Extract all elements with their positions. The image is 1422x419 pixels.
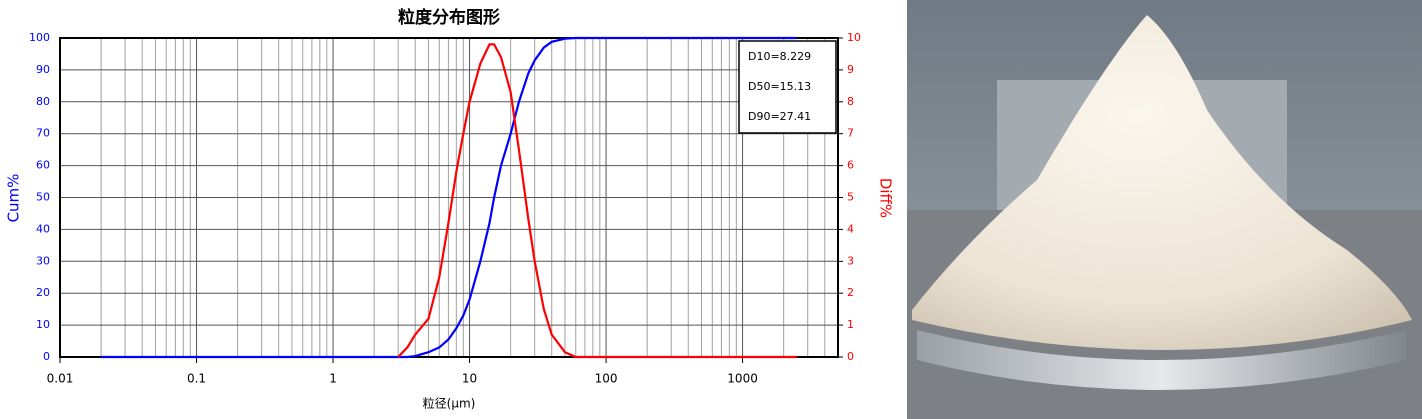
- y2-tick-label: 6: [847, 159, 854, 172]
- y-tick-label: 30: [36, 254, 50, 267]
- y2-tick-label: 0: [847, 350, 854, 363]
- annotation: D10=8.229: [748, 50, 811, 63]
- x-axis-label: 粒径(μm): [423, 396, 476, 411]
- y2-axis-label: Diff%: [877, 178, 895, 218]
- annotation-box: [738, 40, 837, 134]
- y-tick-label: 70: [36, 127, 50, 140]
- y-tick-label: 90: [36, 63, 50, 76]
- y-tick-label: 0: [43, 350, 50, 363]
- x-tick-label: 1: [329, 372, 337, 386]
- y-tick-label: 60: [36, 159, 50, 172]
- y-tick-label: 50: [36, 191, 50, 204]
- y2-tick-label: 9: [847, 63, 854, 76]
- x-tick-label: 0.1: [187, 372, 206, 386]
- x-tick-label: 1000: [727, 372, 758, 386]
- y-tick-label: 10: [36, 318, 50, 331]
- y2-tick-label: 8: [847, 95, 854, 108]
- y-tick-label: 40: [36, 222, 50, 235]
- y-tick-label: 20: [36, 286, 50, 299]
- y2-tick-label: 3: [847, 254, 854, 267]
- y2-tick-label: 5: [847, 191, 854, 204]
- chart-title: 粒度分布图形: [398, 7, 500, 28]
- y-axis-label: Cum%: [5, 174, 23, 223]
- y2-tick-label: 10: [847, 31, 861, 44]
- annotation: D90=27.41: [748, 110, 811, 123]
- x-tick-label: 0.01: [47, 372, 74, 386]
- x-tick-label: 10: [462, 372, 477, 386]
- series-line: [397, 43, 797, 359]
- plot-frame: [59, 37, 839, 358]
- y-tick-label: 100: [29, 31, 50, 44]
- y-tick-label: 80: [36, 95, 50, 108]
- series-line: [101, 36, 797, 359]
- y2-tick-label: 2: [847, 286, 854, 299]
- x-tick-label: 100: [595, 372, 618, 386]
- annotation: D50=15.13: [748, 80, 811, 93]
- y2-tick-label: 7: [847, 127, 854, 140]
- chart: 粒度分布图形 粒径(μm) Cum% Diff% 0.01 0.1 1 10 100 10…: [5, 7, 895, 411]
- y2-tick-label: 1: [847, 318, 854, 331]
- y2-tick-label: 4: [847, 222, 854, 235]
- powder-photo: [907, 0, 1422, 419]
